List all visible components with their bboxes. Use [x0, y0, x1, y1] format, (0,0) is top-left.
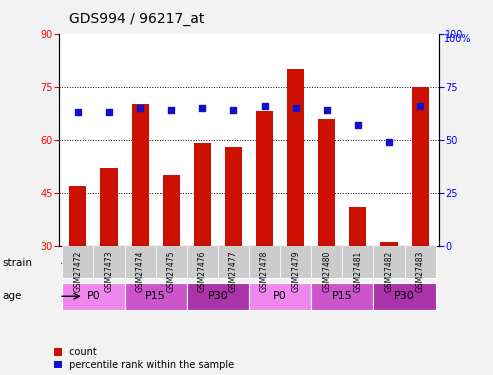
Text: GSM27473: GSM27473 [105, 251, 113, 292]
Bar [218, 246, 249, 278]
Point [105, 109, 113, 115]
Point [136, 105, 144, 111]
Bar [163, 175, 180, 246]
Text: GSM27472: GSM27472 [73, 251, 82, 292]
Bar [62, 249, 249, 278]
Bar [350, 207, 366, 246]
Point [261, 103, 269, 109]
Bar [342, 246, 373, 278]
Text: GDS994 / 96217_at: GDS994 / 96217_at [69, 12, 205, 26]
Text: P0: P0 [86, 291, 100, 301]
Bar [101, 168, 117, 246]
Text: 100%: 100% [444, 34, 471, 44]
Bar [125, 283, 187, 310]
Bar [125, 246, 156, 278]
Text: P0: P0 [273, 291, 287, 301]
Text: age: age [2, 291, 22, 301]
Bar [249, 283, 311, 310]
Bar [311, 246, 342, 278]
Bar [405, 246, 436, 278]
Bar [132, 104, 148, 246]
Bar [373, 246, 405, 278]
Bar [156, 246, 187, 278]
Bar [373, 283, 436, 310]
Text: P30: P30 [208, 291, 228, 301]
Bar [187, 246, 218, 278]
Text: C57BL/6: C57BL/6 [132, 258, 179, 268]
Text: GSM27482: GSM27482 [385, 251, 393, 292]
Text: P15: P15 [332, 291, 352, 301]
Bar [412, 87, 428, 246]
Bar [311, 283, 373, 310]
Bar [280, 246, 311, 278]
Text: GSM27480: GSM27480 [322, 251, 331, 292]
Legend:  count,  percentile rank within the sample: count, percentile rank within the sample [54, 347, 234, 370]
Bar [249, 249, 436, 278]
Text: strain: strain [2, 258, 33, 268]
Bar [225, 147, 242, 246]
Bar [287, 69, 304, 246]
Text: GSM27476: GSM27476 [198, 251, 207, 292]
Text: GSM27477: GSM27477 [229, 251, 238, 292]
Text: P30: P30 [394, 291, 415, 301]
Point [292, 105, 300, 111]
Point [416, 103, 424, 109]
Point [167, 107, 175, 113]
Point [198, 105, 206, 111]
Bar [318, 118, 335, 246]
Bar [93, 246, 125, 278]
Bar [62, 246, 93, 278]
Bar [194, 143, 211, 246]
Text: Ts1Cje: Ts1Cje [324, 258, 360, 268]
Point [229, 107, 237, 113]
Bar [381, 242, 397, 246]
Bar [62, 283, 125, 310]
Bar [256, 111, 273, 246]
Text: GSM27475: GSM27475 [167, 251, 176, 292]
Text: P15: P15 [145, 291, 166, 301]
Point [323, 107, 331, 113]
Point [74, 109, 82, 115]
Text: GSM27474: GSM27474 [136, 251, 144, 292]
Bar [70, 186, 86, 246]
Bar [187, 283, 249, 310]
Text: GSM27481: GSM27481 [353, 251, 362, 292]
Text: GSM27478: GSM27478 [260, 251, 269, 292]
Bar [249, 246, 280, 278]
Point [385, 139, 393, 145]
Text: GSM27479: GSM27479 [291, 251, 300, 292]
Text: GSM27483: GSM27483 [416, 251, 424, 292]
Point [354, 122, 362, 128]
